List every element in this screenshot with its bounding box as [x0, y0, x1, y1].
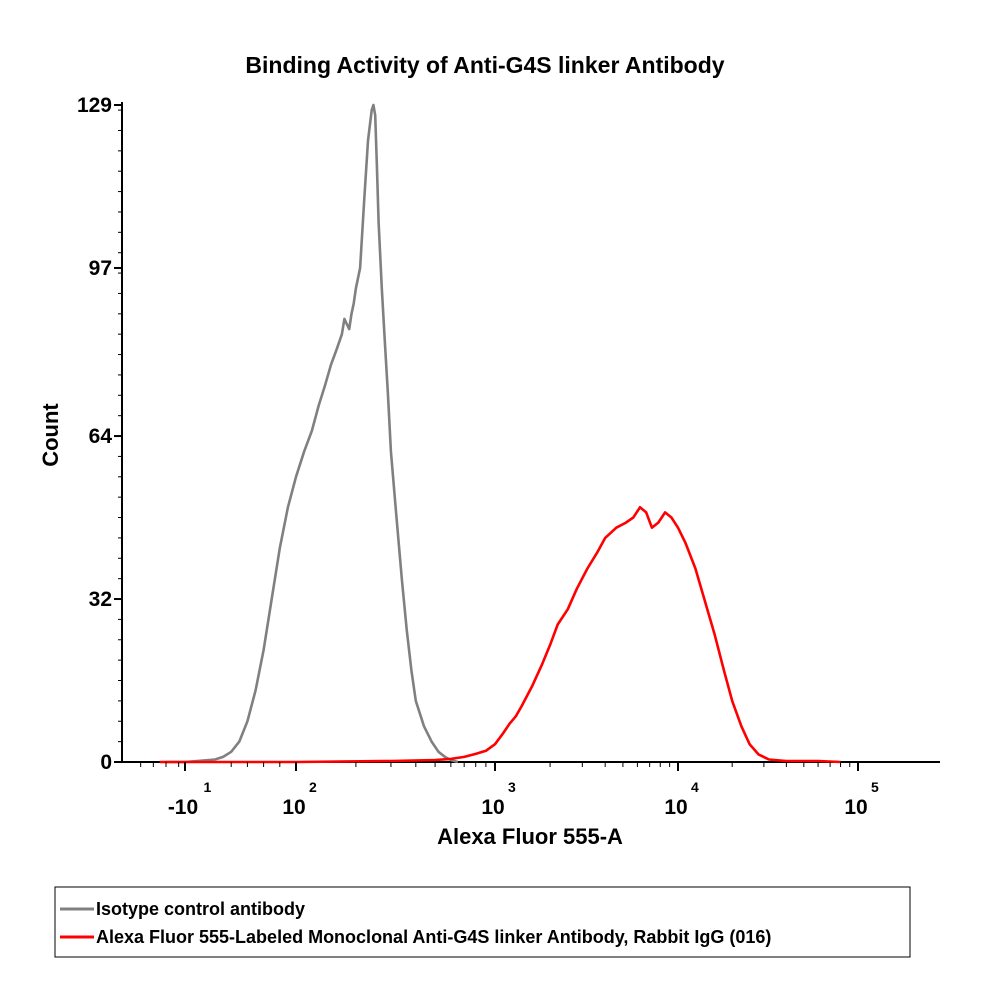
x-tick-exponent: 3	[508, 779, 516, 795]
x-tick-exponent: 2	[309, 779, 317, 795]
x-tick-label: 10	[664, 796, 687, 819]
axes-layer	[121, 102, 940, 763]
legend-label: Isotype control antibody	[96, 899, 305, 919]
y-tick-label: 97	[89, 257, 112, 280]
y-tick-label: 0	[100, 751, 112, 774]
legend-box	[54, 886, 911, 958]
y-tick-label: 64	[89, 425, 113, 448]
chart-title: Binding Activity of Anti-G4S linker Anti…	[245, 52, 724, 78]
x-tick-label: 10	[481, 796, 504, 819]
x-tick-label: -10	[168, 796, 198, 819]
series-line-antibody	[159, 506, 841, 764]
x-tick-label: 10	[282, 796, 305, 819]
y-tick-label: 32	[89, 588, 112, 611]
legend-label: Alexa Fluor 555-Labeled Monoclonal Anti-…	[96, 927, 771, 947]
x-tick-exponent: 5	[871, 779, 879, 795]
x-tick-exponent: 4	[691, 779, 699, 795]
legend: Isotype control antibody Alexa Fluor 555-…	[54, 886, 911, 958]
x-axis-label: Alexa Fluor 555-A	[437, 824, 623, 849]
x-tick-exponent: 1	[204, 779, 212, 795]
y-tick-label: 129	[77, 94, 112, 117]
x-tick-label: 10	[844, 796, 867, 819]
y-axis-label: Count	[38, 403, 63, 467]
series-layer	[159, 103, 841, 764]
series-line-isotype	[166, 103, 459, 764]
